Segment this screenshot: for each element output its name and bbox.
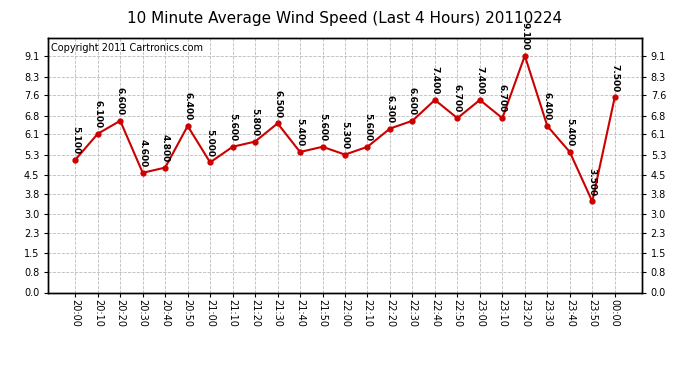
Text: 9.100: 9.100 [520, 22, 529, 50]
Text: 4.800: 4.800 [161, 134, 170, 162]
Text: 6.500: 6.500 [273, 90, 282, 118]
Text: 6.700: 6.700 [453, 84, 462, 112]
Text: 6.100: 6.100 [93, 100, 102, 128]
Text: 5.600: 5.600 [228, 113, 237, 141]
Text: 10 Minute Average Wind Speed (Last 4 Hours) 20110224: 10 Minute Average Wind Speed (Last 4 Hou… [128, 11, 562, 26]
Text: 5.600: 5.600 [363, 113, 372, 141]
Text: 6.600: 6.600 [408, 87, 417, 115]
Text: 7.500: 7.500 [610, 63, 619, 92]
Text: 6.400: 6.400 [183, 92, 192, 120]
Text: 5.400: 5.400 [565, 118, 574, 146]
Text: 4.600: 4.600 [138, 139, 147, 167]
Text: 6.400: 6.400 [543, 92, 552, 120]
Text: 5.100: 5.100 [71, 126, 80, 154]
Text: 5.400: 5.400 [295, 118, 304, 146]
Text: 6.600: 6.600 [116, 87, 125, 115]
Text: 3.500: 3.500 [588, 168, 597, 196]
Text: 7.400: 7.400 [475, 66, 484, 94]
Text: 6.300: 6.300 [386, 95, 395, 123]
Text: 5.800: 5.800 [250, 108, 259, 136]
Text: 5.300: 5.300 [340, 121, 350, 149]
Text: Copyright 2011 Cartronics.com: Copyright 2011 Cartronics.com [51, 43, 204, 52]
Text: 7.400: 7.400 [431, 66, 440, 94]
Text: 6.700: 6.700 [498, 84, 507, 112]
Text: 5.600: 5.600 [318, 113, 327, 141]
Text: 5.000: 5.000 [206, 129, 215, 157]
